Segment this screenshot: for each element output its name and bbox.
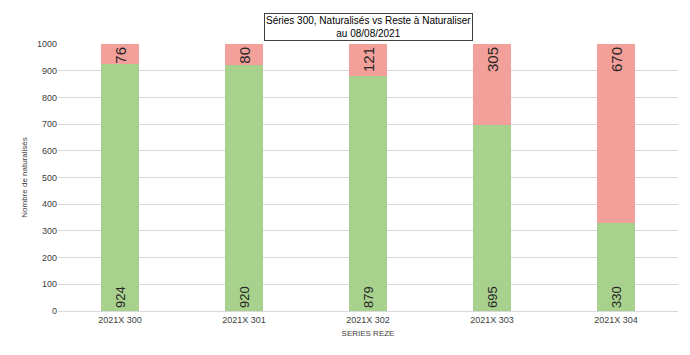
svg-text:600: 600 [42, 146, 57, 156]
svg-text:200: 200 [42, 253, 57, 263]
svg-text:1000: 1000 [37, 39, 57, 49]
svg-text:400: 400 [42, 199, 57, 209]
svg-text:76: 76 [112, 47, 129, 64]
svg-text:2021X 303: 2021X 303 [470, 315, 514, 325]
svg-text:300: 300 [42, 226, 57, 236]
svg-text:900: 900 [42, 66, 57, 76]
svg-text:Nombre de naturalisés: Nombre de naturalisés [20, 137, 29, 217]
svg-text:2021X 301: 2021X 301 [222, 315, 266, 325]
svg-text:80: 80 [236, 47, 253, 64]
svg-text:121: 121 [360, 47, 377, 72]
svg-text:330: 330 [609, 286, 624, 308]
svg-text:2021X 302: 2021X 302 [346, 315, 390, 325]
svg-text:2021X 300: 2021X 300 [98, 315, 142, 325]
svg-text:SERIES REZE: SERIES REZE [342, 329, 395, 338]
svg-text:305: 305 [484, 47, 501, 72]
svg-text:920: 920 [237, 286, 252, 308]
svg-text:0: 0 [52, 306, 57, 316]
svg-text:2021X 304: 2021X 304 [594, 315, 638, 325]
svg-text:695: 695 [485, 286, 500, 308]
svg-text:100: 100 [42, 279, 57, 289]
svg-text:700: 700 [42, 119, 57, 129]
svg-text:Séries 300, Naturalisés vs Res: Séries 300, Naturalisés vs Reste à Natur… [266, 15, 471, 39]
svg-text:500: 500 [42, 173, 57, 183]
svg-text:879: 879 [361, 286, 376, 308]
svg-text:670: 670 [608, 47, 625, 72]
svg-text:924: 924 [113, 286, 128, 308]
svg-text:800: 800 [42, 93, 57, 103]
